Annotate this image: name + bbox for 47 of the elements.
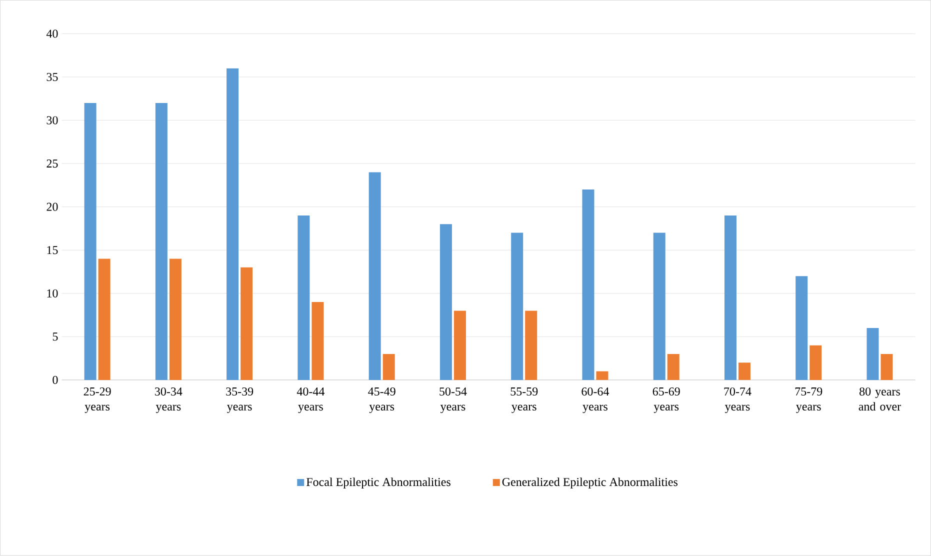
bar	[454, 310, 466, 380]
x-tick-label: 30-34 years	[155, 388, 182, 414]
bar	[653, 232, 666, 380]
bar	[155, 103, 168, 380]
x-tick-label: 70-74 years	[724, 388, 752, 414]
y-tick-label: 30	[46, 116, 58, 124]
bar	[240, 268, 253, 380]
bar	[880, 354, 893, 380]
bar	[298, 216, 310, 380]
x-tick-label: 60-64 years	[582, 388, 610, 414]
bar	[525, 310, 538, 380]
bar	[382, 354, 395, 380]
bar	[810, 345, 822, 380]
bar	[511, 232, 524, 380]
x-tick-label: 45-49 years	[368, 388, 396, 414]
y-tick-label: 15	[47, 246, 58, 254]
y-tick-label: 5	[52, 332, 58, 341]
legend-label: Focal Epileptic Abnormalities	[306, 478, 450, 489]
y-tick-label: 20	[46, 202, 58, 212]
y-tick-label: 10	[47, 289, 58, 298]
bar	[582, 190, 594, 380]
y-tick-label: 25	[46, 160, 58, 168]
x-tick-label: 80 years and over	[858, 388, 901, 411]
y-tick-label: 35	[46, 73, 58, 82]
bar	[98, 258, 110, 380]
bar	[368, 172, 381, 380]
x-tick-label: 35-39 years	[226, 388, 254, 414]
bar	[226, 68, 239, 380]
x-tick-label: 75-79 years	[795, 388, 822, 414]
x-tick-label: 65-69 years	[652, 388, 680, 414]
y-tick-label: 40	[46, 30, 58, 38]
bar	[724, 216, 736, 380]
bar	[169, 258, 182, 380]
bar	[738, 362, 750, 380]
bar	[596, 371, 608, 380]
bar	[312, 302, 324, 380]
x-tick-label: 25-29 years	[84, 388, 111, 414]
bar	[440, 224, 452, 380]
x-tick-label: 55-59 years	[510, 388, 538, 414]
x-tick-label: 40-44 years	[296, 388, 325, 414]
bar	[84, 103, 96, 380]
legend-label: Generalized Epileptic Abnormalities	[502, 478, 678, 489]
x-tick-label: 50-54 years	[440, 388, 467, 414]
y-tick-label: 0	[52, 376, 58, 384]
bar	[866, 328, 879, 380]
bar	[667, 354, 680, 380]
bar	[796, 276, 808, 380]
